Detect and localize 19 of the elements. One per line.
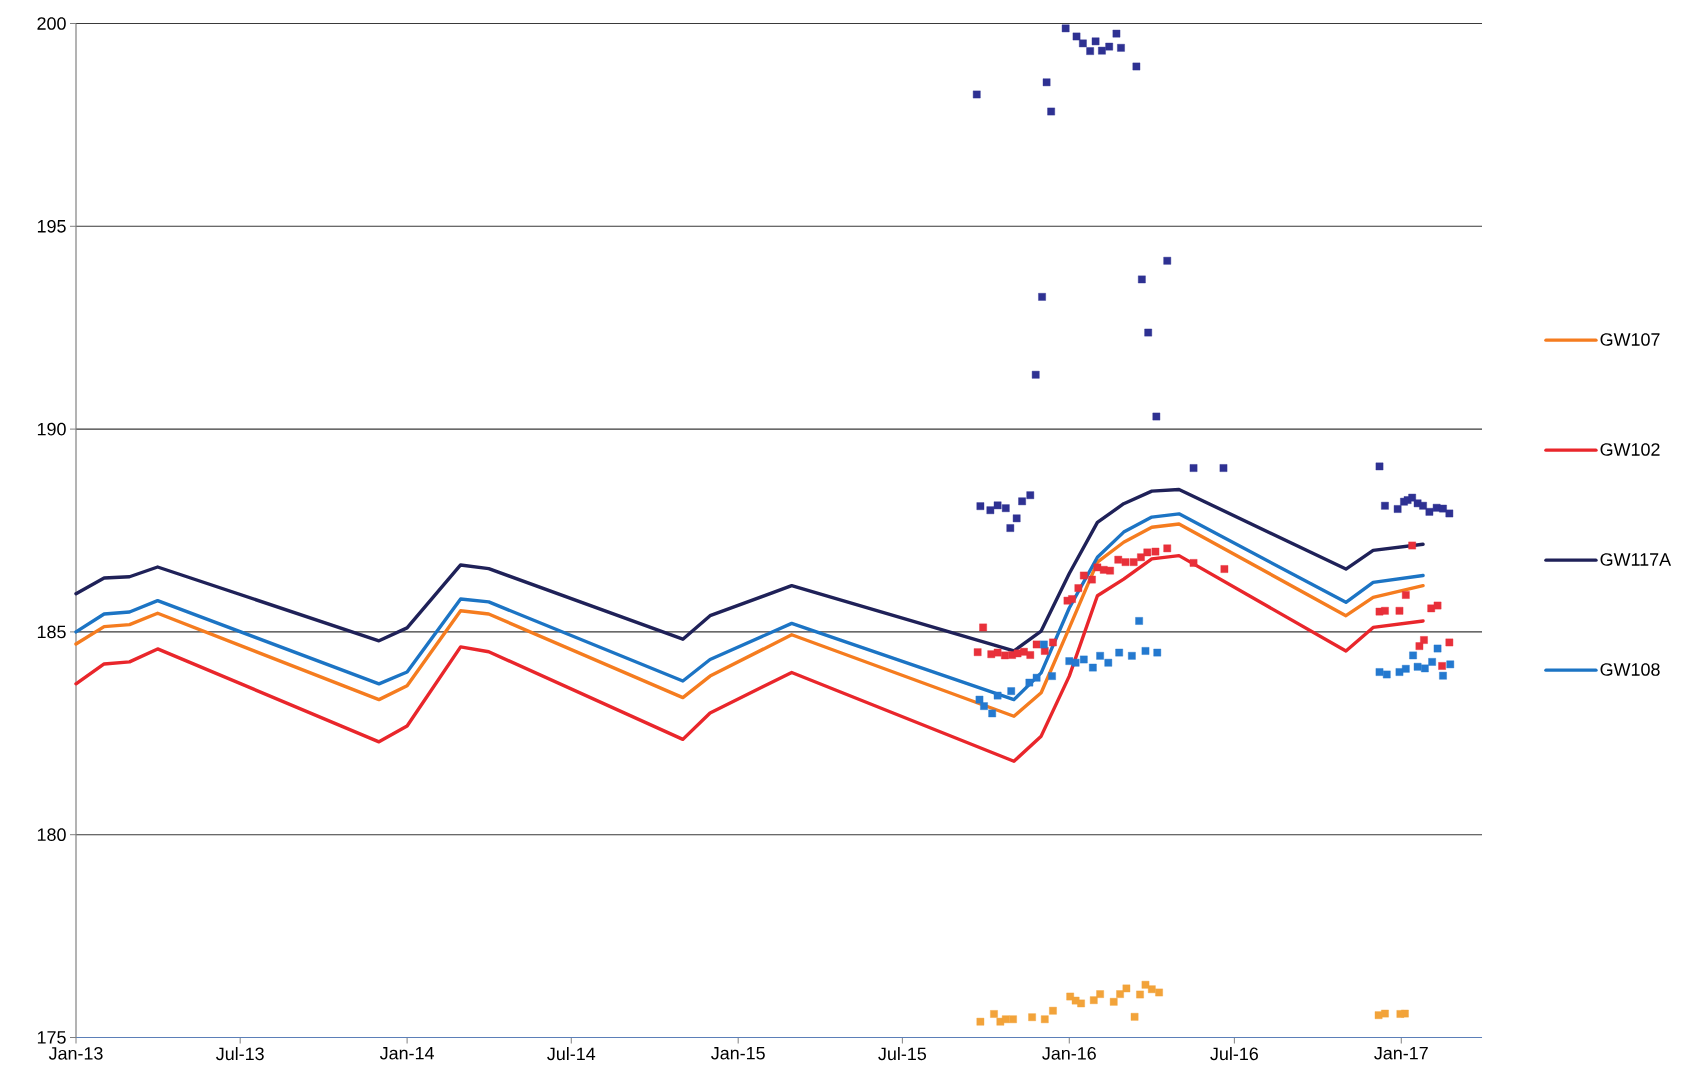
y-tick-label: 185 [37, 625, 66, 639]
y-tick-label: 195 [37, 219, 66, 233]
legend-label: GW107 [1600, 333, 1660, 346]
x-tick-label: Jul-13 [216, 1047, 264, 1061]
x-tick-label: Jan-15 [711, 1047, 765, 1060]
legend-label: GW108 [1600, 663, 1660, 676]
x-tick-label: Jul-14 [547, 1047, 596, 1061]
y-tick-label: 180 [37, 828, 66, 842]
legend-label: GW117A [1600, 553, 1672, 566]
y-tick-label: 200 [37, 17, 66, 30]
x-tick-label: Jul-16 [1210, 1047, 1258, 1061]
y-tick-label: 190 [37, 422, 66, 436]
x-tick-label: Jan-17 [1374, 1047, 1428, 1060]
legend-label: GW102 [1600, 443, 1660, 456]
x-tick-label: Jan-16 [1042, 1047, 1096, 1060]
x-tick-label: Jul-15 [878, 1047, 927, 1061]
x-tick-label: Jan-14 [379, 1047, 434, 1060]
y-tick-label: 175 [37, 1031, 66, 1044]
x-tick-label: Jan-13 [48, 1047, 103, 1060]
